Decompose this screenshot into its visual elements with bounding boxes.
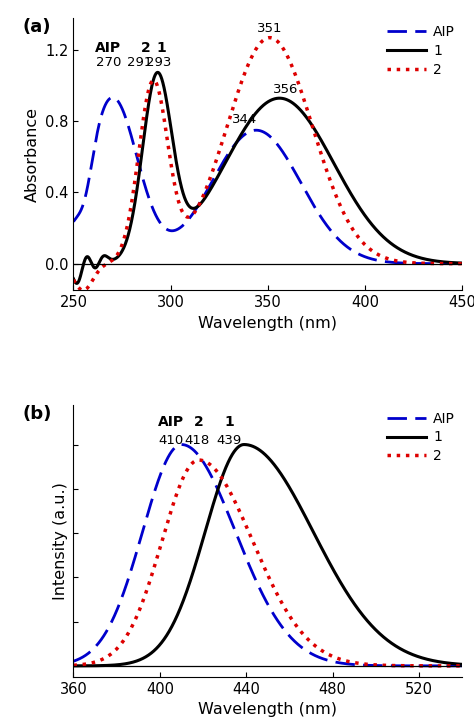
1 xyxy=(241,440,247,449)
1 xyxy=(221,468,227,476)
1 xyxy=(140,143,146,151)
1 xyxy=(462,258,467,267)
1 xyxy=(116,251,122,260)
1 xyxy=(419,653,425,662)
Text: (a): (a) xyxy=(23,18,52,36)
AIP xyxy=(469,259,474,268)
Text: 351: 351 xyxy=(257,22,283,35)
1 xyxy=(137,656,142,665)
2 xyxy=(140,119,146,127)
2 xyxy=(112,646,118,654)
1 xyxy=(224,156,229,165)
1 xyxy=(112,660,118,669)
AIP xyxy=(137,539,142,547)
2 xyxy=(196,455,201,464)
Legend: AIP, 1, 2: AIP, 1, 2 xyxy=(388,412,455,463)
AIP xyxy=(419,662,425,670)
Text: 270: 270 xyxy=(96,56,121,69)
AIP xyxy=(221,500,227,508)
1 xyxy=(66,662,72,670)
Text: 356: 356 xyxy=(273,83,298,96)
Line: AIP: AIP xyxy=(69,445,473,666)
Text: 410: 410 xyxy=(158,434,183,447)
2 xyxy=(71,276,76,285)
AIP xyxy=(419,259,424,268)
2 xyxy=(419,662,425,670)
Text: (b): (b) xyxy=(23,405,52,423)
1 xyxy=(470,660,474,669)
Text: AIP: AIP xyxy=(95,41,121,54)
1 xyxy=(419,254,424,263)
2 xyxy=(116,248,122,256)
2 xyxy=(470,662,474,670)
2 xyxy=(137,606,142,615)
2 xyxy=(241,72,246,80)
AIP xyxy=(71,217,76,226)
Text: 291: 291 xyxy=(127,56,152,69)
Line: AIP: AIP xyxy=(73,98,472,264)
AIP xyxy=(241,131,246,140)
Text: 2: 2 xyxy=(140,41,150,54)
Text: AIP: AIP xyxy=(157,415,184,429)
2 xyxy=(80,286,86,295)
2 xyxy=(239,511,245,520)
Line: 1: 1 xyxy=(73,72,472,283)
2 xyxy=(267,33,273,42)
1 xyxy=(74,279,80,287)
Text: 439: 439 xyxy=(216,434,242,447)
Legend: AIP, 1, 2: AIP, 1, 2 xyxy=(388,25,455,77)
Line: 2: 2 xyxy=(73,38,472,290)
2 xyxy=(462,662,468,670)
1 xyxy=(469,259,474,268)
1 xyxy=(155,68,161,77)
AIP xyxy=(224,153,229,161)
AIP xyxy=(179,440,184,449)
1 xyxy=(462,660,468,669)
Text: 418: 418 xyxy=(184,434,209,447)
AIP xyxy=(462,662,468,670)
AIP xyxy=(140,174,146,182)
Y-axis label: Intensity (a.u.): Intensity (a.u.) xyxy=(53,482,68,599)
2 xyxy=(224,125,229,133)
Text: 344: 344 xyxy=(232,113,257,126)
1 xyxy=(241,126,246,135)
2 xyxy=(66,661,72,670)
1 xyxy=(238,441,244,450)
Y-axis label: Absorbance: Absorbance xyxy=(25,106,39,202)
Text: 1: 1 xyxy=(224,415,234,429)
AIP xyxy=(66,658,72,667)
AIP xyxy=(110,93,116,102)
1 xyxy=(71,274,76,283)
AIP xyxy=(239,543,245,552)
Text: 2: 2 xyxy=(194,415,204,429)
Line: 2: 2 xyxy=(69,460,473,666)
Text: 1: 1 xyxy=(156,41,166,54)
AIP xyxy=(470,662,474,670)
AIP xyxy=(461,259,467,268)
AIP xyxy=(116,98,122,107)
2 xyxy=(469,259,474,268)
X-axis label: Wavelength (nm): Wavelength (nm) xyxy=(198,702,337,717)
Text: 293: 293 xyxy=(146,56,172,69)
AIP xyxy=(112,610,118,618)
2 xyxy=(221,477,227,486)
2 xyxy=(419,259,424,268)
Line: 1: 1 xyxy=(69,445,473,666)
2 xyxy=(462,259,467,268)
X-axis label: Wavelength (nm): Wavelength (nm) xyxy=(198,316,337,331)
